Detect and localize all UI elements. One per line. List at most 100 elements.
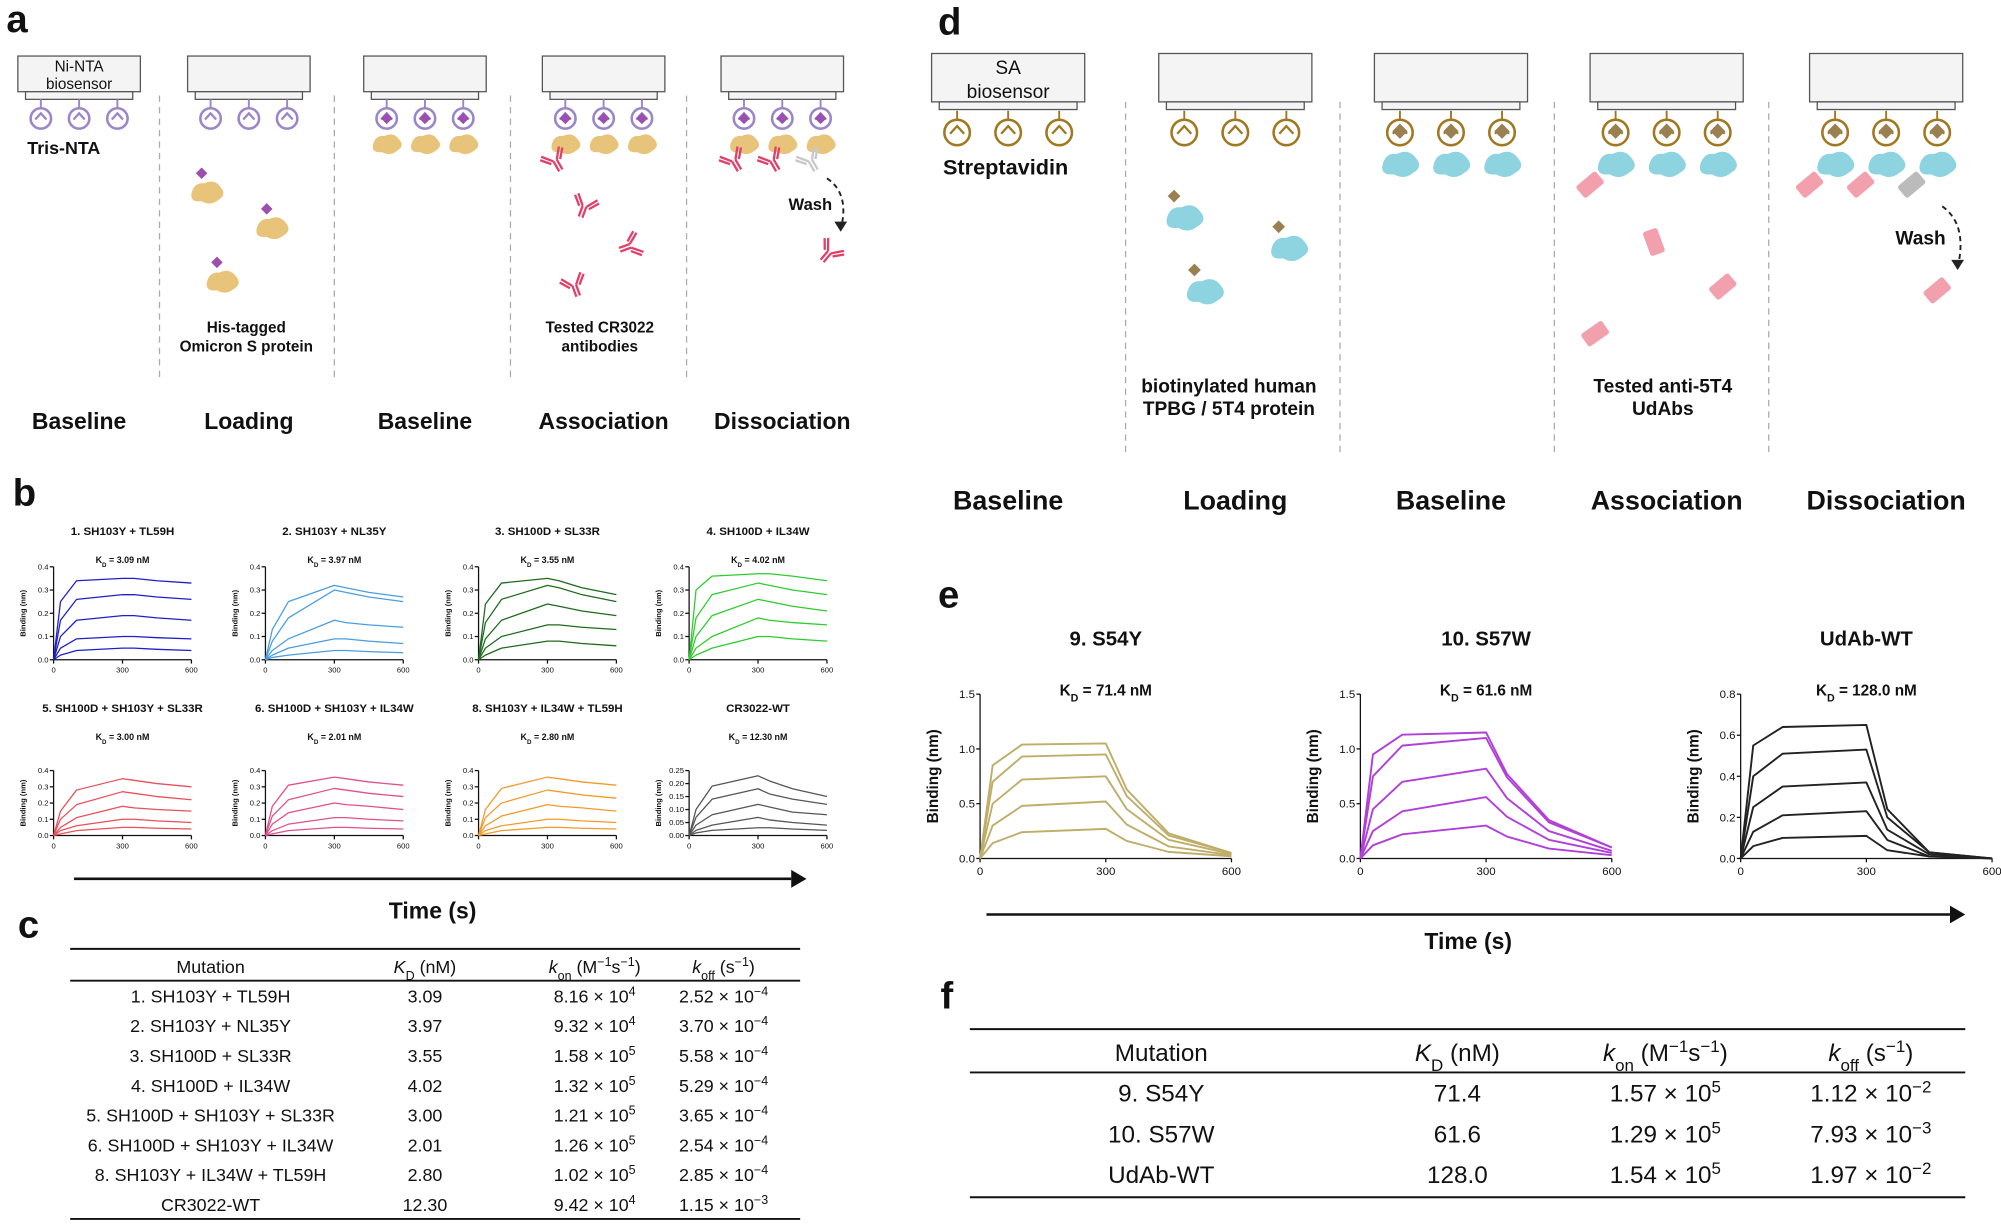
text-segment: K	[731, 555, 738, 565]
sensorgram-line	[265, 826, 404, 837]
receptor-notch	[1000, 124, 1017, 135]
text-segment: = 71.4 nM	[1078, 682, 1152, 699]
table-cell: 61.6	[1434, 1122, 1481, 1149]
sensor-box	[17, 55, 142, 93]
antibody	[756, 146, 781, 172]
sensor-box	[930, 52, 1086, 103]
note: His-tagged	[207, 319, 286, 336]
text-segment: −1	[620, 955, 634, 969]
y-tick-label: 0.1	[250, 815, 261, 824]
y-axis-label: Binding (nm)	[925, 729, 942, 823]
sensorgram-line	[53, 635, 192, 661]
chart-title: 5. SH100D + SH103Y + SL33R	[42, 703, 203, 715]
y-axis-label: Binding (nm)	[230, 779, 239, 826]
x-tick-label: 600	[610, 841, 623, 850]
table-cell: 128.0	[1427, 1162, 1488, 1189]
protein	[1817, 151, 1855, 177]
text-segment: 5	[629, 1104, 636, 1118]
tag	[1272, 220, 1286, 234]
text-segment: off	[701, 969, 715, 983]
antibody-chain	[826, 237, 830, 251]
table-cell: 1.29 × 105	[1610, 1118, 1721, 1148]
y-tick-label: 0.4	[673, 562, 684, 571]
sensorgram-line	[265, 638, 404, 661]
antibody-chain	[581, 206, 588, 219]
x-tick-label: 0	[263, 841, 267, 850]
text-segment: 3.65 × 10	[679, 1106, 754, 1126]
text-segment: 4	[629, 1014, 636, 1028]
kd-annotation: KD = 4.02 nM	[731, 555, 785, 568]
chart-title: 10. S57W	[1441, 629, 1531, 651]
x-tick-label: 600	[1222, 866, 1241, 878]
chart-title: CR3022-WT	[726, 703, 790, 715]
y-tick-label: 0.0	[463, 831, 474, 840]
text-segment: (s	[715, 957, 735, 977]
sensorgram-line	[53, 826, 192, 837]
y-tick-label: 0.2	[1720, 812, 1736, 824]
text-segment: 1.97 × 10	[1810, 1162, 1912, 1189]
sensorgram-line	[264, 787, 404, 836]
antibody	[559, 271, 585, 298]
text-segment: D	[314, 561, 319, 568]
tag	[1167, 189, 1181, 203]
sensorgram-line	[477, 577, 617, 660]
receptor-notch	[1176, 124, 1193, 135]
sensorgram-line	[264, 776, 404, 836]
text-segment: D	[406, 969, 415, 983]
table-header: koff (s−1)	[692, 955, 755, 983]
protein	[1699, 151, 1737, 177]
table-cell: 5.29 × 10−4	[679, 1074, 768, 1096]
tag	[1443, 123, 1459, 139]
panel-letter: b	[13, 472, 36, 515]
table-cell: 8. SH103Y + IL34W + TL59H	[95, 1165, 326, 1185]
chart-title: 2. SH103Y + NL35Y	[282, 526, 386, 538]
receptor	[275, 106, 299, 130]
table-cell: 9.42 × 104	[554, 1193, 636, 1215]
y-axis-label: Binding (nm)	[1686, 729, 1703, 823]
stage-label: Baseline	[32, 408, 126, 434]
wash-arrow-head	[834, 221, 848, 232]
antibody	[539, 146, 564, 172]
x-tick-label: 300	[752, 841, 765, 850]
y-tick-label: 0.20	[669, 779, 684, 788]
text-segment: −2	[1912, 1159, 1931, 1178]
panel-letter: a	[6, 0, 28, 41]
text-segment: −4	[754, 1044, 768, 1058]
antibody-fragment	[1898, 171, 1926, 198]
x-tick-label: 0	[263, 666, 267, 675]
kd-annotation: KD = 3.55 nM	[521, 555, 575, 568]
text-segment: D	[738, 561, 743, 568]
y-tick-label: 0.2	[38, 609, 49, 618]
table-cell: 1.54 × 105	[1610, 1159, 1721, 1189]
tag	[1878, 123, 1894, 139]
antibody	[819, 237, 845, 263]
table-cell: 1. SH103Y + TL59H	[131, 986, 291, 1006]
y-tick-label: 0.25	[669, 766, 684, 775]
kd-annotation: KD = 12.30 nM	[729, 732, 788, 745]
chart-title: 3. SH100D + SL33R	[495, 526, 601, 538]
sensorgram-line	[1739, 781, 1993, 860]
stage-label: Association	[539, 408, 669, 434]
sensorgram-line	[688, 827, 827, 837]
sensor-tip	[549, 91, 658, 100]
text-segment: K	[1415, 1040, 1433, 1067]
text-segment: on	[1615, 1055, 1634, 1074]
antibody-chain	[555, 158, 564, 171]
y-tick-label: 0.05	[669, 818, 684, 827]
tag	[1607, 123, 1624, 139]
y-axis-label: Binding (nm)	[654, 779, 663, 826]
sensorgram-line	[52, 778, 192, 836]
stage-label: Dissociation	[714, 408, 851, 434]
text-segment: K	[1816, 682, 1827, 699]
text-segment: 1.29 × 10	[1610, 1122, 1712, 1149]
text-segment: (M	[1634, 1040, 1669, 1067]
antibody-chain	[830, 249, 845, 255]
x-tick-label: 0	[476, 666, 480, 675]
protein	[1271, 235, 1309, 262]
text-segment: 1.21 × 10	[554, 1106, 629, 1126]
text-segment: k	[549, 957, 559, 977]
text-segment: = 3.97 nM	[318, 555, 361, 565]
protein	[1186, 279, 1224, 305]
antibody-chain	[772, 146, 777, 160]
text-segment: = 2.01 nM	[318, 732, 361, 742]
